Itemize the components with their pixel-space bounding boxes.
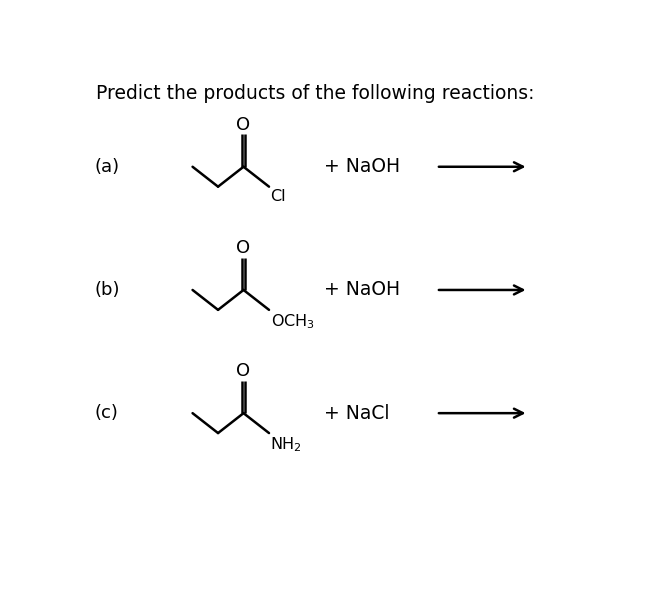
Text: (b): (b) [95,281,120,299]
Text: Predict the products of the following reactions:: Predict the products of the following re… [95,84,534,103]
Text: O: O [237,116,251,134]
Text: (c): (c) [95,404,119,422]
Text: + NaOH: + NaOH [325,157,401,176]
Text: + NaOH: + NaOH [325,280,401,299]
Text: Cl: Cl [271,189,286,204]
Text: OCH$_3$: OCH$_3$ [271,312,314,331]
Text: (a): (a) [95,158,120,176]
Text: + NaCl: + NaCl [325,404,390,423]
Text: O: O [237,362,251,380]
Text: O: O [237,239,251,257]
Text: NH$_2$: NH$_2$ [269,435,301,454]
